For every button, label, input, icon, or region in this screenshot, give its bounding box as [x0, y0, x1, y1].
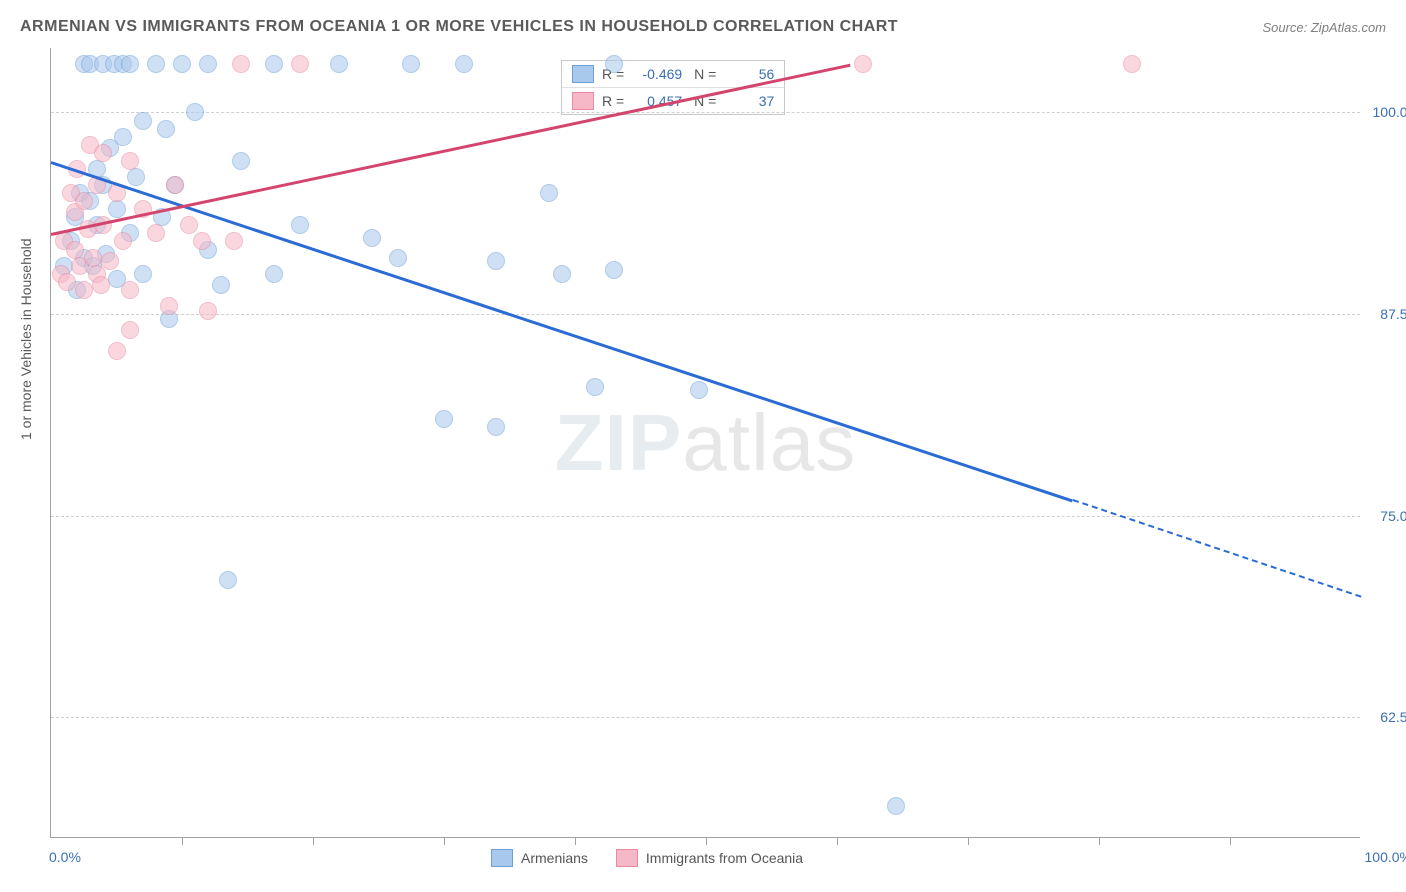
legend-item: Immigrants from Oceania — [616, 849, 803, 867]
data-point — [166, 176, 184, 194]
x-tick-label: 0.0% — [49, 849, 81, 865]
stat-label: R = — [602, 93, 624, 109]
grid-line — [51, 516, 1360, 517]
x-tick-label: 100.0% — [1365, 849, 1406, 865]
data-point — [887, 797, 905, 815]
data-point — [94, 144, 112, 162]
grid-line — [51, 112, 1360, 113]
data-point — [75, 281, 93, 299]
data-point — [114, 128, 132, 146]
data-point — [553, 265, 571, 283]
x-tick — [575, 837, 576, 845]
data-point — [225, 232, 243, 250]
data-point — [180, 216, 198, 234]
data-point — [121, 321, 139, 339]
data-point — [435, 410, 453, 428]
y-tick-label: 75.0% — [1365, 508, 1406, 524]
data-point — [114, 232, 132, 250]
chart-plot-area: ZIPatlas R = -0.469 N = 56 R = 0.457 N =… — [50, 48, 1360, 838]
trend-line-extension — [1072, 499, 1361, 598]
source-label: Source: ZipAtlas.com — [1262, 20, 1386, 35]
data-point — [487, 252, 505, 270]
data-point — [212, 276, 230, 294]
data-point — [121, 152, 139, 170]
data-point — [586, 378, 604, 396]
data-point — [330, 55, 348, 73]
y-tick-label: 62.5% — [1365, 709, 1406, 725]
watermark: ZIPatlas — [555, 397, 856, 489]
data-point — [160, 297, 178, 315]
legend-label: Immigrants from Oceania — [646, 850, 803, 866]
watermark-bold: ZIP — [555, 398, 682, 487]
x-tick — [968, 837, 969, 845]
data-point — [199, 55, 217, 73]
x-tick — [837, 837, 838, 845]
data-point — [75, 192, 93, 210]
data-point — [121, 281, 139, 299]
data-point — [690, 381, 708, 399]
data-point — [540, 184, 558, 202]
trend-line — [51, 64, 851, 236]
data-point — [173, 55, 191, 73]
x-tick — [706, 837, 707, 845]
stat-label: N = — [690, 66, 716, 82]
data-point — [232, 55, 250, 73]
x-tick — [182, 837, 183, 845]
data-point — [265, 265, 283, 283]
data-point — [58, 273, 76, 291]
stat-n-value: 37 — [724, 93, 774, 109]
legend: Armenians Immigrants from Oceania — [491, 849, 803, 867]
data-point — [108, 342, 126, 360]
data-point — [363, 229, 381, 247]
data-point — [605, 55, 623, 73]
data-point — [232, 152, 250, 170]
y-tick-label: 100.0% — [1365, 104, 1406, 120]
data-point — [147, 224, 165, 242]
data-point — [147, 55, 165, 73]
data-point — [121, 55, 139, 73]
data-point — [854, 55, 872, 73]
watermark-thin: atlas — [682, 398, 856, 487]
series-swatch — [616, 849, 638, 867]
grid-line — [51, 717, 1360, 718]
series-swatch — [491, 849, 513, 867]
y-tick-label: 87.5% — [1365, 306, 1406, 322]
data-point — [186, 103, 204, 121]
data-point — [134, 265, 152, 283]
trend-line — [51, 161, 1074, 502]
data-point — [1123, 55, 1141, 73]
data-point — [157, 120, 175, 138]
chart-title: ARMENIAN VS IMMIGRANTS FROM OCEANIA 1 OR… — [20, 18, 898, 36]
stat-n-value: 56 — [724, 66, 774, 82]
data-point — [84, 249, 102, 267]
data-point — [101, 252, 119, 270]
series-swatch — [572, 65, 594, 83]
data-point — [219, 571, 237, 589]
y-axis-label: 1 or more Vehicles in Household — [18, 238, 34, 440]
data-point — [291, 216, 309, 234]
legend-label: Armenians — [521, 850, 588, 866]
data-point — [92, 276, 110, 294]
data-point — [199, 302, 217, 320]
legend-item: Armenians — [491, 849, 588, 867]
data-point — [108, 200, 126, 218]
x-tick — [1099, 837, 1100, 845]
x-tick — [1230, 837, 1231, 845]
data-point — [134, 112, 152, 130]
data-point — [389, 249, 407, 267]
series-swatch — [572, 92, 594, 110]
x-tick — [444, 837, 445, 845]
data-point — [127, 168, 145, 186]
data-point — [402, 55, 420, 73]
data-point — [193, 232, 211, 250]
x-tick — [313, 837, 314, 845]
data-point — [455, 55, 473, 73]
stat-r-value: -0.469 — [632, 66, 682, 82]
data-point — [487, 418, 505, 436]
grid-line — [51, 314, 1360, 315]
data-point — [265, 55, 283, 73]
data-point — [605, 261, 623, 279]
data-point — [291, 55, 309, 73]
